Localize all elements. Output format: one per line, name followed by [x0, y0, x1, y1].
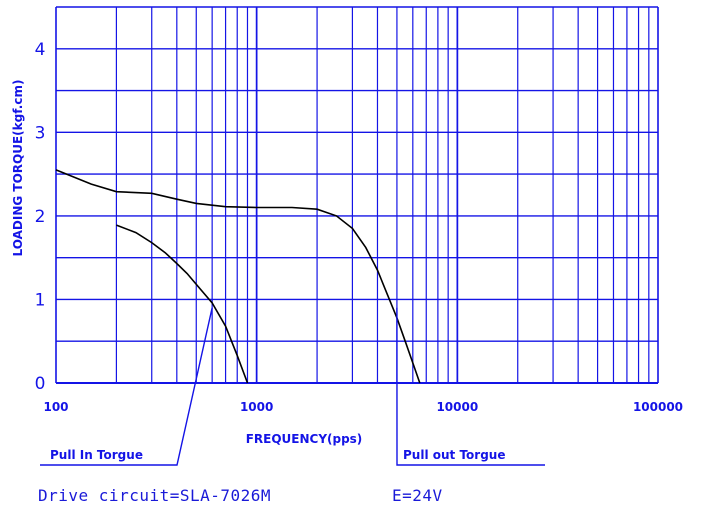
grid: [55, 6, 659, 384]
pull-out-leader: [396, 307, 545, 466]
x-axis-label: FREQUENCY(pps): [246, 432, 363, 446]
tick-labels: 100 1000 10000 100000 0 1 2 3 4: [35, 40, 683, 414]
series-line-pull-out-torque: [55, 169, 421, 384]
pull-in-label: Pull In Torgue: [50, 448, 143, 462]
curves: [55, 169, 421, 384]
x-tick-label: 10000: [436, 400, 478, 414]
series-line-pull-in-torque: [116, 224, 249, 384]
y-tick-label: 0: [35, 374, 46, 394]
pull-out-label: Pull out Torgue: [403, 448, 505, 462]
x-tick-label: 100000: [633, 400, 683, 414]
x-tick-label: 100: [43, 400, 68, 414]
y-tick-label: 3: [35, 123, 46, 143]
y-tick-label: 2: [35, 207, 46, 227]
callouts: Pull In Torgue Pull out Torgue: [40, 307, 545, 466]
x-tick-label: 1000: [240, 400, 273, 414]
y-axis-label: LOADING TORQUE(kgf.cm): [11, 80, 25, 257]
voltage-label: E=24V: [392, 486, 443, 505]
pull-in-leader: [40, 307, 213, 466]
drive-circuit-label: Drive circuit=SLA-7026M: [38, 486, 272, 505]
y-tick-label: 1: [35, 290, 46, 310]
y-tick-label: 4: [35, 40, 46, 60]
